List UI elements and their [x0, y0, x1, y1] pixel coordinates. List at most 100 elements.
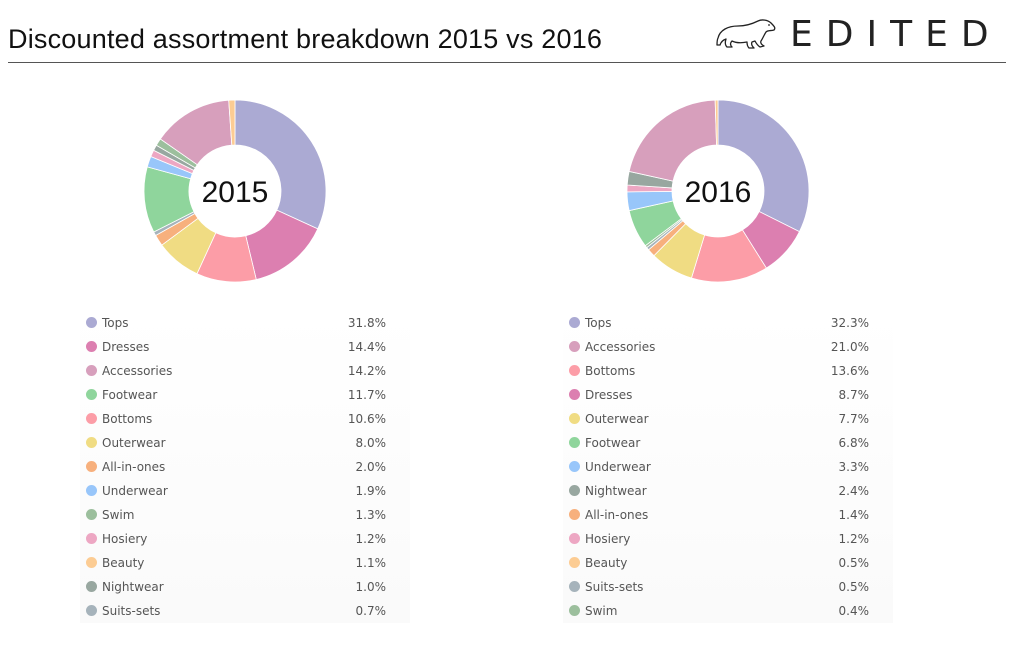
legend-label: Tops: [585, 316, 612, 330]
legend-label: Outerwear: [585, 412, 649, 426]
legend-swatch: [569, 605, 580, 616]
legend-item-beauty: Beauty 0.5%: [563, 551, 893, 575]
legend-label: Nightwear: [585, 484, 647, 498]
legend-value: 10.6%: [347, 412, 386, 426]
legend-label: Bottoms: [102, 412, 153, 426]
legend-label: Accessories: [585, 340, 656, 354]
legend-value: 0.5%: [838, 580, 870, 594]
legend-item-underwear: Underwear 1.9%: [80, 479, 410, 503]
legend-value: 2.0%: [355, 460, 387, 474]
legend-swatch: [569, 413, 580, 424]
legend-item-hosiery: Hosiery 1.2%: [80, 527, 410, 551]
legend-swatch: [569, 389, 580, 400]
polar-bear-icon: [716, 19, 776, 49]
legend-value: 8.7%: [838, 388, 870, 402]
slice-beauty: [228, 99, 236, 146]
legend-value: 7.7%: [838, 412, 870, 426]
donut-slices: [143, 99, 327, 283]
legend-swatch: [86, 533, 97, 544]
legend-label: Tops: [102, 316, 129, 330]
legend-value: 6.8%: [838, 436, 870, 450]
legend-swatch: [569, 557, 580, 568]
legend-swatch: [86, 413, 97, 424]
legend-label: Hosiery: [102, 532, 148, 546]
slice-tops: [717, 99, 810, 233]
legend-item-accessories: Accessories 21.0%: [563, 335, 893, 359]
legend-item-tops: Tops 31.8%: [80, 311, 410, 335]
legend-label: Nightwear: [102, 580, 164, 594]
legend-swatch: [86, 557, 97, 568]
legend-item-swim: Swim 0.4%: [563, 599, 893, 623]
legend-value: 1.2%: [355, 532, 387, 546]
legend-label: Swim: [585, 604, 618, 618]
legend-swatch: [569, 533, 580, 544]
legend-value: 31.8%: [347, 316, 386, 330]
donut-slices: [626, 99, 810, 283]
legend-item-dresses: Dresses 8.7%: [563, 383, 893, 407]
legend-label: Dresses: [585, 388, 633, 402]
legend-label: Underwear: [102, 484, 168, 498]
slice-tops: [234, 99, 327, 230]
legend-item-bottoms: Bottoms 10.6%: [80, 407, 410, 431]
legend-swatch: [86, 581, 97, 592]
legend-item-beauty: Beauty 1.1%: [80, 551, 410, 575]
legend-label: Underwear: [585, 460, 651, 474]
legend-swatch: [569, 485, 580, 496]
legend-swatch: [569, 341, 580, 352]
legend-item-suits-sets: Suits-sets 0.5%: [563, 575, 893, 599]
legend-swatch: [86, 509, 97, 520]
legend-swatch: [569, 365, 580, 376]
legend-value: 0.7%: [355, 604, 387, 618]
legend-value: 14.2%: [347, 364, 386, 378]
legend-item-bottoms: Bottoms 13.6%: [563, 359, 893, 383]
legend-2016: Tops 32.3% Accessories 21.0% Bottoms 13.6% Dre…: [563, 311, 893, 623]
center-year-label: 2016: [685, 176, 752, 209]
legend-swatch: [86, 341, 97, 352]
legend-value: 0.4%: [838, 604, 870, 618]
legend-swatch: [86, 485, 97, 496]
legend-label: Bottoms: [585, 364, 636, 378]
page-title: Discounted assortment breakdown 2015 vs …: [8, 24, 603, 54]
legend-value: 1.2%: [838, 532, 870, 546]
legend-swatch: [569, 437, 580, 448]
legend-swatch: [569, 581, 580, 592]
legend-label: Suits-sets: [102, 604, 161, 618]
center-year-label: 2015: [202, 176, 269, 209]
legend-value: 14.4%: [347, 340, 386, 354]
legend-label: Beauty: [102, 556, 145, 570]
legend-label: Beauty: [585, 556, 628, 570]
legend-item-dresses: Dresses 14.4%: [80, 335, 410, 359]
legend-label: Hosiery: [585, 532, 631, 546]
chart-2015: 2015 Tops 31.8% Dresses 14.4% Accessories 14.…: [80, 92, 420, 632]
legend-value: 1.0%: [355, 580, 387, 594]
legend-value: 1.4%: [838, 508, 870, 522]
legend-item-accessories: Accessories 14.2%: [80, 359, 410, 383]
legend-label: Suits-sets: [585, 580, 644, 594]
legend-value: 2.4%: [838, 484, 870, 498]
legend-item-all-in-ones: All-in-ones 1.4%: [563, 503, 893, 527]
header-divider: [8, 62, 1006, 63]
legend-swatch: [86, 437, 97, 448]
legend-item-suits-sets: Suits-sets 0.7%: [80, 599, 410, 623]
legend-item-swim: Swim 1.3%: [80, 503, 410, 527]
chart-2016: 2016 Tops 32.3% Accessories 21.0% Bottoms 13.…: [563, 92, 903, 632]
legend-item-all-in-ones: All-in-ones 2.0%: [80, 455, 410, 479]
legend-value: 3.3%: [838, 460, 870, 474]
legend-item-outerwear: Outerwear 8.0%: [80, 431, 410, 455]
donut-chart-2016: 2016: [626, 99, 810, 283]
legend-label: Dresses: [102, 340, 150, 354]
slice-beauty: [714, 99, 719, 146]
donut-chart-2015: 2015: [143, 99, 327, 283]
legend-item-footwear: Footwear 11.7%: [80, 383, 410, 407]
legend-value: 1.1%: [355, 556, 387, 570]
legend-swatch: [86, 389, 97, 400]
legend-swatch: [86, 461, 97, 472]
legend-swatch: [86, 317, 97, 328]
legend-2015: Tops 31.8% Dresses 14.4% Accessories 14.2% Foo…: [80, 311, 410, 623]
legend-swatch: [569, 317, 580, 328]
legend-label: Swim: [102, 508, 135, 522]
legend-item-outerwear: Outerwear 7.7%: [563, 407, 893, 431]
legend-label: Footwear: [102, 388, 158, 402]
legend-label: All-in-ones: [102, 460, 166, 474]
slice-accessories: [628, 99, 717, 182]
